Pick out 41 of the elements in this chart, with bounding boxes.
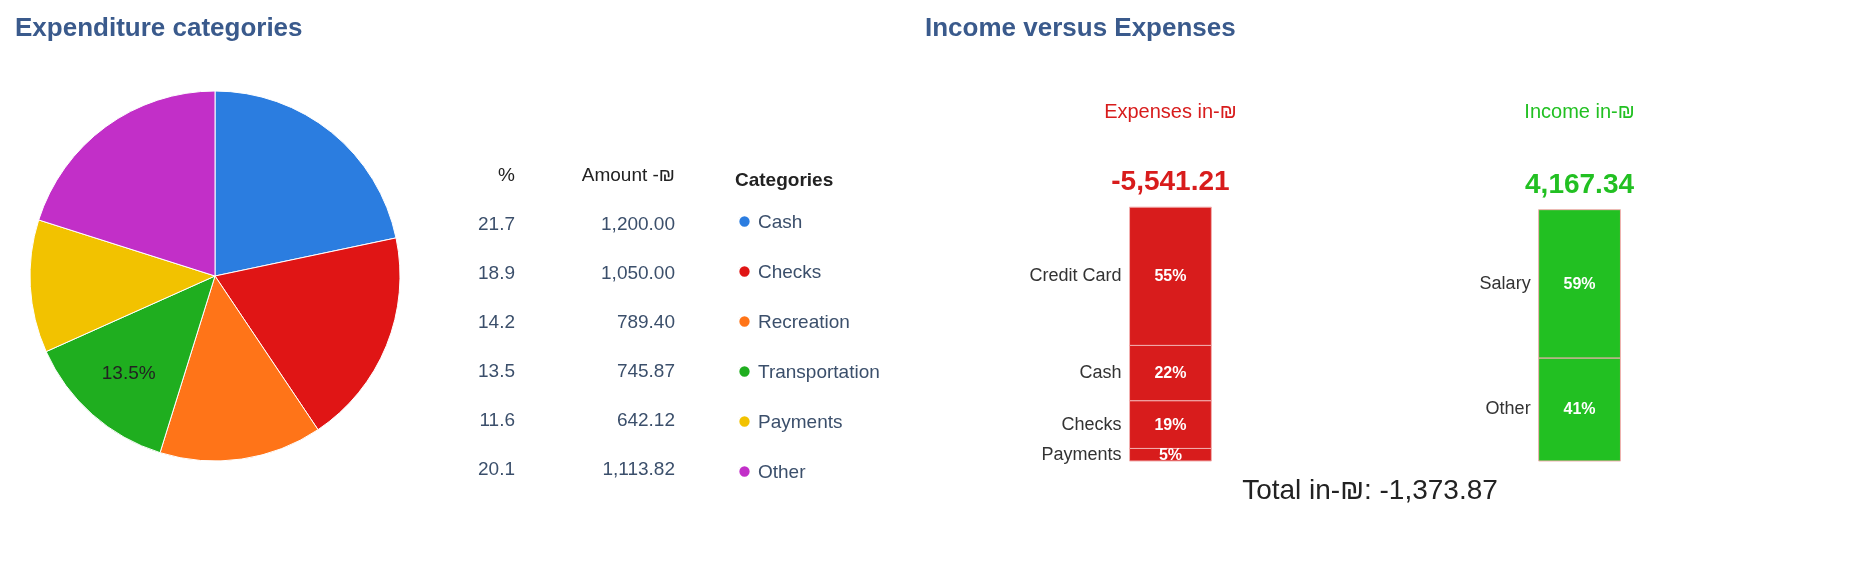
text: 14.2 xyxy=(478,311,515,332)
series-label: Other xyxy=(1485,398,1531,419)
legend-label: Checks xyxy=(758,260,822,282)
data-label: 5% xyxy=(1158,445,1183,463)
text: 21.7 xyxy=(478,213,515,234)
chart-title: Expenditure categories xyxy=(15,12,303,42)
text: 1,050.00 xyxy=(601,262,675,283)
series-label: Checks xyxy=(1061,413,1122,434)
text: 11.6 xyxy=(479,409,515,430)
data-label: 55% xyxy=(1154,267,1187,285)
text: 642.12 xyxy=(616,409,675,430)
text: 13.5 xyxy=(478,360,515,381)
text: 1,113.82 xyxy=(602,458,675,479)
text: 789.40 xyxy=(616,311,675,332)
data-label: 41% xyxy=(1563,400,1596,418)
data-label: 59% xyxy=(1563,274,1596,292)
text: Total in-₪: -1,373.87 xyxy=(1241,474,1499,506)
data-label: 22% xyxy=(1154,364,1187,382)
legend-label: Payments xyxy=(758,410,843,432)
text: 18.9 xyxy=(478,262,515,283)
legend-label: Transportation xyxy=(758,360,880,382)
series-label: Cash xyxy=(1079,362,1122,383)
x-tick-label: Income in-₪ xyxy=(1524,99,1635,122)
series-label: Credit Card xyxy=(1029,265,1122,286)
chart-title: Income versus Expenses xyxy=(925,12,1236,42)
data-label: 19% xyxy=(1154,415,1187,433)
text: 745.87 xyxy=(616,360,675,381)
text: 20.1 xyxy=(478,458,515,479)
legend-label: Recreation xyxy=(758,310,850,332)
series-label: Salary xyxy=(1479,272,1531,293)
x-tick-label: Expenses in-₪ xyxy=(1104,99,1237,122)
data-label: 13.5% xyxy=(101,362,156,384)
text: 1,200.00 xyxy=(601,213,675,234)
text: 4,167.34 xyxy=(1525,167,1635,199)
text: Amount -₪ xyxy=(581,164,675,185)
text: -5,541.21 xyxy=(1111,165,1230,197)
legend-title: Categories xyxy=(735,169,834,190)
text: % xyxy=(498,164,516,185)
series-label: Payments xyxy=(1041,443,1122,464)
legend-label: Cash xyxy=(758,210,803,232)
legend-label: Other xyxy=(758,460,807,482)
